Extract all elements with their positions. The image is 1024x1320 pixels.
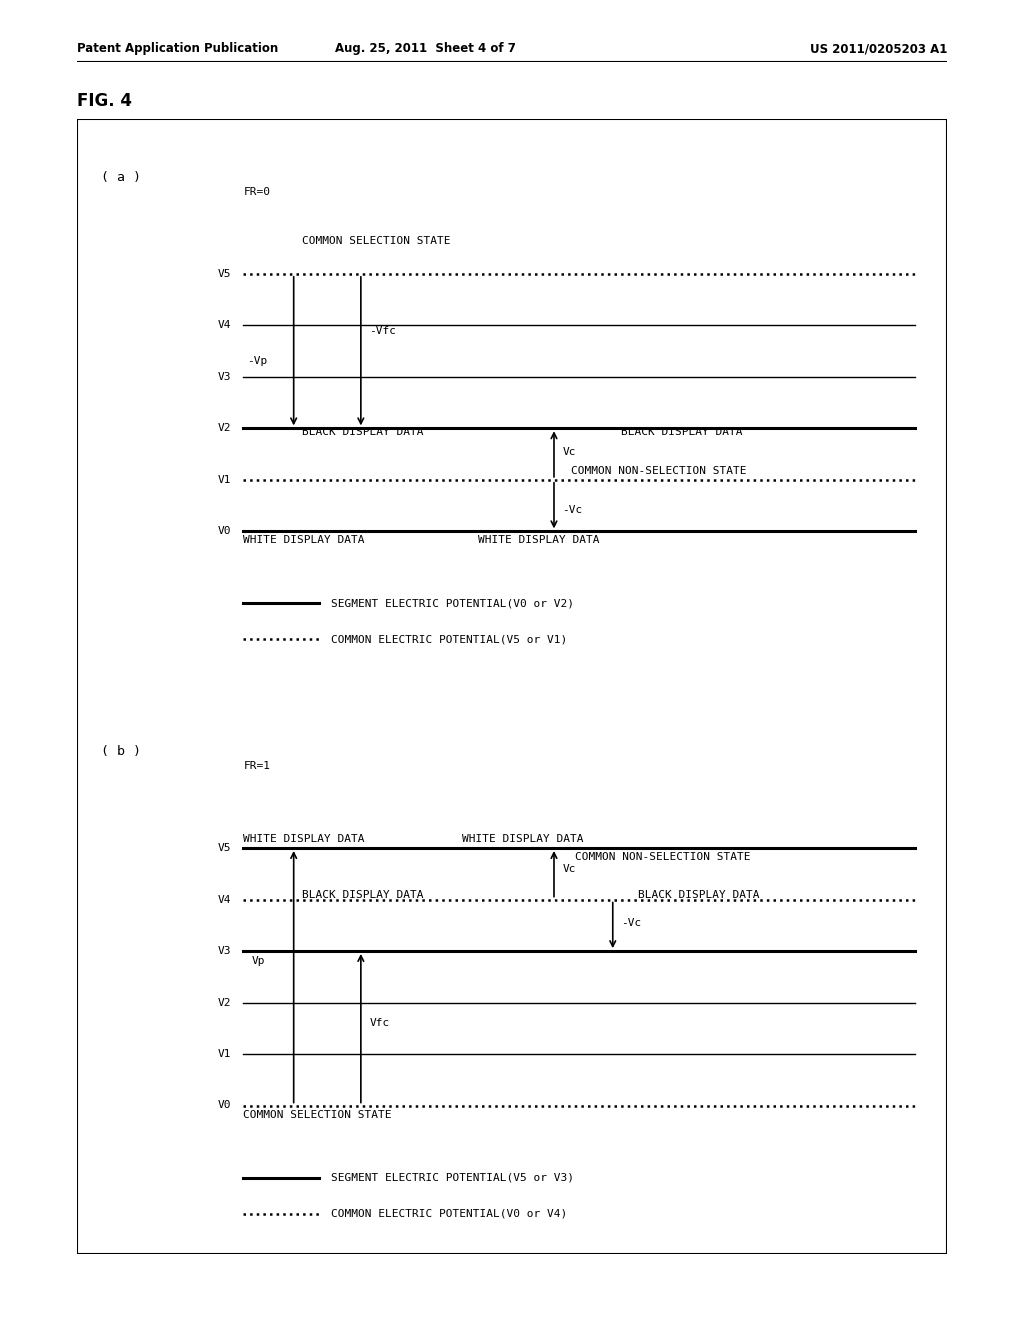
Text: COMMON NON-SELECTION STATE: COMMON NON-SELECTION STATE (574, 853, 751, 862)
Text: BLACK DISPLAY DATA: BLACK DISPLAY DATA (302, 428, 424, 437)
Text: V5: V5 (217, 843, 230, 853)
Text: FR=1: FR=1 (244, 760, 270, 771)
Text: -Vfc: -Vfc (370, 326, 396, 335)
Text: V2: V2 (217, 998, 230, 1007)
Text: US 2011/0205203 A1: US 2011/0205203 A1 (810, 42, 947, 55)
Text: -Vc: -Vc (622, 917, 641, 928)
Text: V0: V0 (217, 1101, 230, 1110)
Text: V2: V2 (217, 424, 230, 433)
Text: V3: V3 (217, 946, 230, 956)
Text: Patent Application Publication: Patent Application Publication (77, 42, 279, 55)
Text: V1: V1 (217, 475, 230, 484)
Text: Vc: Vc (562, 446, 575, 457)
Text: ( b ): ( b ) (100, 744, 140, 758)
Text: WHITE DISPLAY DATA: WHITE DISPLAY DATA (478, 536, 600, 545)
Text: COMMON SELECTION STATE: COMMON SELECTION STATE (302, 235, 451, 246)
Text: COMMON SELECTION STATE: COMMON SELECTION STATE (244, 1110, 392, 1119)
Text: ( a ): ( a ) (100, 172, 140, 183)
Text: -Vp: -Vp (248, 356, 267, 367)
Text: V3: V3 (217, 372, 230, 381)
Text: BLACK DISPLAY DATA: BLACK DISPLAY DATA (622, 428, 742, 437)
Text: -Vc: -Vc (562, 504, 583, 515)
Text: SEGMENT ELECTRIC POTENTIAL(V0 or V2): SEGMENT ELECTRIC POTENTIAL(V0 or V2) (332, 598, 574, 609)
Text: V5: V5 (217, 269, 230, 279)
Text: V4: V4 (217, 321, 230, 330)
Text: COMMON ELECTRIC POTENTIAL(V0 or V4): COMMON ELECTRIC POTENTIAL(V0 or V4) (332, 1209, 567, 1218)
Text: V0: V0 (217, 527, 230, 536)
Text: V4: V4 (217, 895, 230, 904)
Text: Aug. 25, 2011  Sheet 4 of 7: Aug. 25, 2011 Sheet 4 of 7 (335, 42, 515, 55)
Text: COMMON NON-SELECTION STATE: COMMON NON-SELECTION STATE (570, 466, 746, 475)
Text: WHITE DISPLAY DATA: WHITE DISPLAY DATA (244, 536, 365, 545)
Text: BLACK DISPLAY DATA: BLACK DISPLAY DATA (638, 891, 760, 900)
Text: COMMON ELECTRIC POTENTIAL(V5 or V1): COMMON ELECTRIC POTENTIAL(V5 or V1) (332, 635, 567, 644)
Text: FIG. 4: FIG. 4 (77, 92, 132, 111)
Text: SEGMENT ELECTRIC POTENTIAL(V5 or V3): SEGMENT ELECTRIC POTENTIAL(V5 or V3) (332, 1172, 574, 1183)
Text: BLACK DISPLAY DATA: BLACK DISPLAY DATA (302, 891, 424, 900)
Text: Vfc: Vfc (370, 1018, 389, 1028)
Text: Vp: Vp (252, 957, 265, 966)
Text: WHITE DISPLAY DATA: WHITE DISPLAY DATA (462, 834, 583, 843)
Text: FR=0: FR=0 (244, 186, 270, 197)
Text: WHITE DISPLAY DATA: WHITE DISPLAY DATA (244, 834, 365, 843)
Text: V1: V1 (217, 1049, 230, 1059)
Text: Vc: Vc (562, 863, 575, 874)
